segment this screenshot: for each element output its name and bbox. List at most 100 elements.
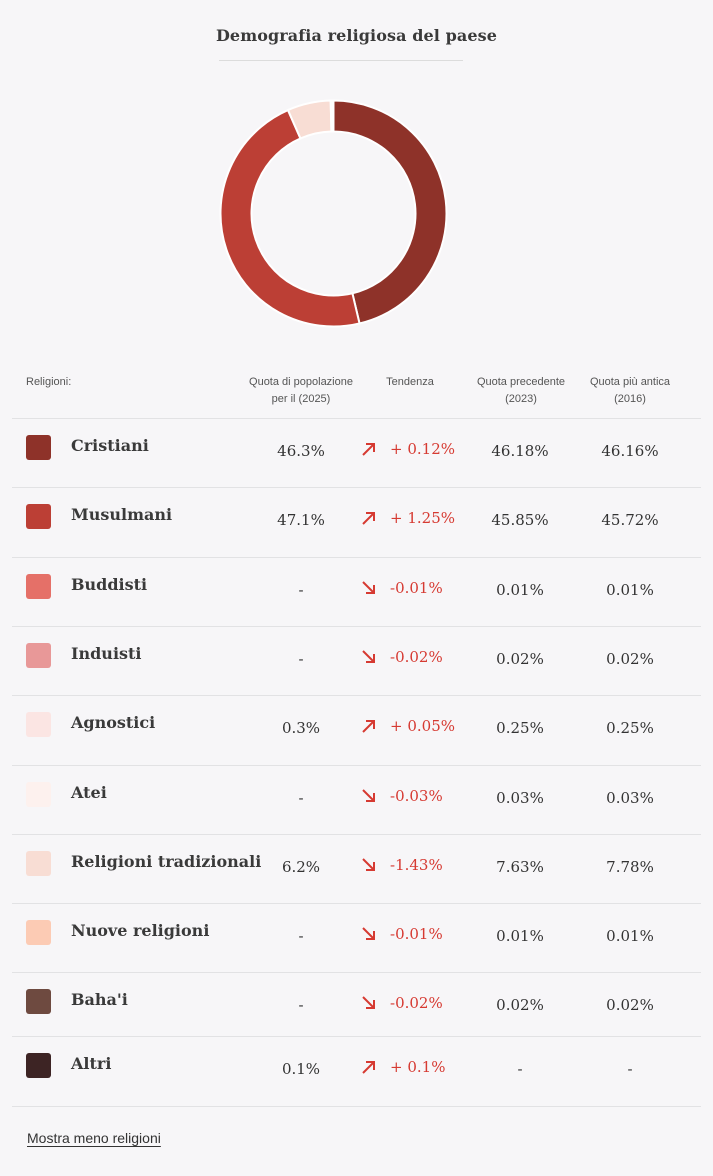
oldest-share: 0.01%	[606, 927, 654, 945]
trend-cell: -0.03%	[360, 786, 470, 805]
table-divider	[12, 834, 701, 835]
trend-value: + 0.12%	[390, 440, 455, 458]
population-share: -	[298, 581, 304, 599]
oldest-share: 0.02%	[606, 650, 654, 668]
population-share: -	[298, 996, 304, 1014]
arrow-up-right-icon	[360, 509, 382, 527]
trend-value: -0.01%	[390, 579, 443, 597]
oldest-share: 45.72%	[601, 511, 659, 529]
oldest-share: 0.03%	[606, 789, 654, 807]
religion-name: Altri	[71, 1054, 112, 1073]
header-religions: Religioni:	[26, 376, 72, 388]
religion-name: Agnostici	[71, 713, 156, 732]
population-share: 47.1%	[277, 511, 325, 529]
table-divider	[12, 972, 701, 973]
population-share: 0.3%	[281, 719, 321, 737]
header-trend: Tendenza	[386, 376, 434, 388]
religion-color-swatch	[26, 712, 51, 737]
arrow-down-right-icon	[360, 994, 382, 1012]
religion-color-swatch	[26, 1053, 51, 1078]
religion-name: Religioni tradizionali	[71, 852, 262, 871]
trend-value: -0.02%	[390, 994, 443, 1012]
table-row: Cristiani 46.3% + 0.12% 46.18% 46.16%	[0, 418, 713, 487]
header-previous-line2: (2023)	[505, 393, 537, 405]
previous-share: 46.18%	[491, 442, 549, 460]
table-divider	[12, 765, 701, 766]
religion-color-swatch	[26, 782, 51, 807]
trend-value: + 0.1%	[390, 1058, 446, 1076]
donut-slice-cristiani	[332, 99, 448, 325]
title-divider	[219, 60, 463, 61]
religion-color-swatch	[26, 643, 51, 668]
oldest-share: 0.01%	[606, 581, 654, 599]
religion-name: Atei	[71, 783, 107, 802]
religion-name: Musulmani	[71, 505, 173, 524]
table-row: Altri 0.1% + 0.1% - -	[0, 1036, 713, 1106]
arrow-down-right-icon	[360, 579, 382, 597]
trend-cell: + 0.05%	[360, 716, 470, 735]
table-divider	[12, 626, 701, 627]
donut-slice-musulmani	[219, 108, 361, 328]
trend-cell: -0.01%	[360, 924, 470, 943]
religion-color-swatch	[26, 851, 51, 876]
table-row: Baha'i - -0.02% 0.02% 0.02%	[0, 972, 713, 1036]
previous-share: 7.63%	[496, 858, 544, 876]
arrow-up-right-icon	[360, 440, 382, 458]
oldest-share: -	[627, 1060, 633, 1078]
arrow-up-right-icon	[360, 717, 382, 735]
header-share: Quota di popolazione per il (2025)	[238, 374, 364, 408]
previous-share: 0.01%	[496, 581, 544, 599]
previous-share: 0.03%	[496, 789, 544, 807]
table-row: Atei - -0.03% 0.03% 0.03%	[0, 765, 713, 834]
population-share: 6.2%	[281, 858, 321, 876]
table-row: Agnostici 0.3% + 0.05% 0.25% 0.25%	[0, 695, 713, 765]
table-divider	[12, 695, 701, 696]
religion-name: Induisti	[71, 644, 142, 663]
previous-share: 0.02%	[496, 996, 544, 1014]
show-fewer-religions-link[interactable]: Mostra meno religioni	[27, 1130, 161, 1146]
table-divider	[12, 557, 701, 558]
header-previous: Quota precedente (2023)	[468, 374, 574, 408]
arrow-down-right-icon	[360, 648, 382, 666]
previous-share: -	[517, 1060, 523, 1078]
population-share: -	[298, 927, 304, 945]
oldest-share: 0.25%	[606, 719, 654, 737]
arrow-down-right-icon	[360, 856, 382, 874]
table-row: Induisti - -0.02% 0.02% 0.02%	[0, 626, 713, 695]
trend-value: + 1.25%	[390, 509, 455, 527]
table-divider	[12, 903, 701, 904]
religion-color-swatch	[26, 920, 51, 945]
religion-color-swatch	[26, 989, 51, 1014]
table-row: Buddisti - -0.01% 0.01% 0.01%	[0, 557, 713, 626]
header-share-line2: per il (2025)	[271, 393, 331, 405]
trend-cell: -0.02%	[360, 647, 470, 666]
religion-name: Nuove religioni	[71, 921, 210, 940]
header-share-line1: Quota di popolazione	[249, 376, 353, 388]
chart-title: Demografia religiosa del paese	[215, 26, 498, 45]
oldest-share: 46.16%	[601, 442, 659, 460]
population-share: -	[298, 650, 304, 668]
population-share: 46.3%	[277, 442, 325, 460]
trend-cell: -0.02%	[360, 993, 470, 1012]
trend-cell: + 0.12%	[360, 439, 470, 458]
population-share: -	[298, 789, 304, 807]
previous-share: 0.01%	[496, 927, 544, 945]
table-divider	[12, 1106, 701, 1107]
religion-name: Buddisti	[71, 575, 148, 594]
arrow-down-right-icon	[360, 925, 382, 943]
religion-color-swatch	[26, 574, 51, 599]
oldest-share: 0.02%	[606, 996, 654, 1014]
arrow-up-right-icon	[360, 1058, 382, 1076]
table-divider	[12, 487, 701, 488]
previous-share: 0.25%	[496, 719, 544, 737]
religion-color-swatch	[26, 435, 51, 460]
header-oldest-line2: (2016)	[614, 393, 646, 405]
table-divider	[12, 418, 701, 419]
trend-value: -0.02%	[390, 648, 443, 666]
table-header: Religioni: Quota di popolazione per il (…	[0, 374, 713, 414]
population-share: 0.1%	[281, 1060, 321, 1078]
religion-name: Cristiani	[71, 436, 149, 455]
trend-value: -0.01%	[390, 925, 443, 943]
trend-cell: -0.01%	[360, 578, 470, 597]
previous-share: 45.85%	[491, 511, 549, 529]
